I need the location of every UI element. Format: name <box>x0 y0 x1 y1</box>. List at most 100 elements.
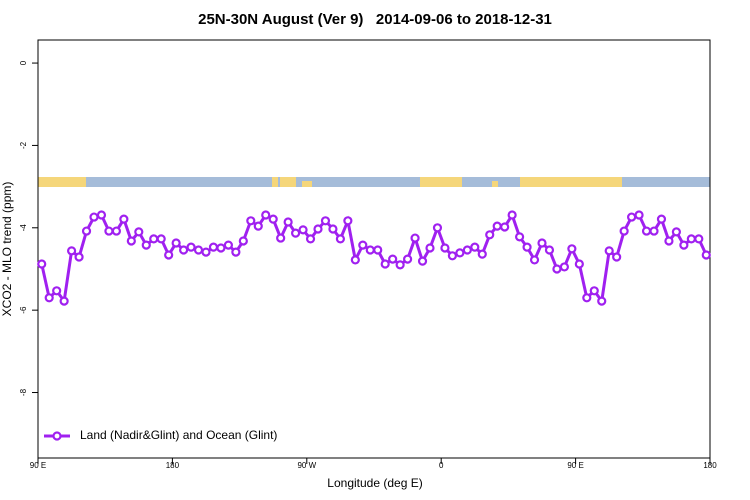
data-point <box>171 238 181 248</box>
land-ocean-strip <box>38 177 710 187</box>
data-point <box>261 210 271 220</box>
data-point <box>119 214 129 224</box>
data-point <box>626 212 637 222</box>
y-tick-label: -6 <box>19 306 28 314</box>
series-line <box>40 211 708 305</box>
land-patch <box>520 177 622 187</box>
data-point <box>641 226 652 236</box>
data-point <box>701 250 711 260</box>
y-tick-label: -4 <box>19 224 28 232</box>
data-point <box>231 247 241 257</box>
data-point <box>492 221 502 231</box>
data-point <box>552 264 562 274</box>
data-point <box>186 242 196 252</box>
x-tick-label: 180 <box>703 461 717 470</box>
data-point <box>619 226 629 236</box>
data-point <box>89 212 99 222</box>
data-point <box>612 252 622 262</box>
data-point <box>291 228 301 238</box>
data-point <box>432 223 443 233</box>
data-point <box>313 224 323 234</box>
data-point <box>104 226 114 236</box>
data-point <box>268 214 278 224</box>
data-point <box>156 234 166 244</box>
data-point <box>365 245 375 255</box>
data-point <box>529 255 540 265</box>
legend-label: Land (Nadir&Glint) and Ocean (Glint) <box>80 428 277 442</box>
y-tick-label: 0 <box>19 60 28 65</box>
data-point <box>485 230 495 240</box>
data-point <box>537 238 547 248</box>
data-point <box>440 243 450 253</box>
data-point <box>589 286 599 296</box>
data-point <box>477 249 487 259</box>
data-point <box>559 262 570 272</box>
x-tick-label: 90 E <box>30 461 46 470</box>
data-point <box>59 296 69 306</box>
chart-title: 25N-30N August (Ver 9) 2014-09-06 to 201… <box>198 11 552 28</box>
data-point <box>455 248 465 258</box>
y-tick-label: -8 <box>19 388 28 396</box>
data-point <box>66 246 77 256</box>
x-tick-label: 0 <box>439 461 444 470</box>
data-point <box>201 247 211 257</box>
data-point <box>37 259 47 269</box>
data-point <box>679 240 689 250</box>
data-point <box>462 245 472 255</box>
data-point <box>514 232 525 242</box>
data-point <box>686 234 696 244</box>
data-point <box>597 296 607 306</box>
data-point <box>694 234 704 244</box>
land-patch <box>272 177 278 187</box>
data-point <box>328 224 338 234</box>
data-point <box>111 226 122 236</box>
land-patch <box>38 177 86 187</box>
data-point <box>358 240 368 250</box>
data-point <box>447 251 457 261</box>
data-point <box>298 225 308 235</box>
data-point <box>350 255 360 265</box>
data-point <box>246 216 256 226</box>
land-patch <box>420 177 462 187</box>
x-tick-label: 90 E <box>567 461 583 470</box>
data-point <box>164 250 174 260</box>
data-point <box>500 222 510 232</box>
data-point <box>403 254 413 264</box>
y-axis-label: XCO2 - MLO trend (ppm) <box>0 182 14 317</box>
data-point <box>253 221 263 231</box>
data-point <box>649 226 659 236</box>
land-patch <box>302 181 312 187</box>
data-point <box>671 227 682 237</box>
data-point <box>373 245 383 255</box>
data-point <box>335 234 345 244</box>
data-point <box>388 254 398 264</box>
data-point <box>96 210 107 220</box>
data-point <box>283 217 293 227</box>
ocean-band <box>38 177 710 187</box>
data-point <box>343 216 353 226</box>
data-point <box>223 240 233 250</box>
data-point <box>208 242 219 252</box>
data-point <box>74 252 84 262</box>
x-axis-label: Longitude (deg E) <box>327 476 422 490</box>
data-point <box>238 236 248 246</box>
data-point <box>470 242 480 252</box>
data-point <box>634 210 644 220</box>
land-patch <box>492 181 498 187</box>
data-point <box>305 234 316 244</box>
y-tick-label: -2 <box>19 141 28 149</box>
data-point <box>544 245 555 255</box>
data-point <box>81 226 92 236</box>
data-point <box>582 293 592 303</box>
data-point <box>410 233 420 243</box>
data-point <box>380 259 390 269</box>
data-point <box>395 260 405 270</box>
data-point <box>126 236 136 246</box>
data-point <box>193 245 204 255</box>
data-point <box>656 214 667 224</box>
plot-frame <box>37 39 711 459</box>
data-point <box>567 244 577 254</box>
data-point <box>507 210 517 220</box>
data-point <box>664 236 674 246</box>
